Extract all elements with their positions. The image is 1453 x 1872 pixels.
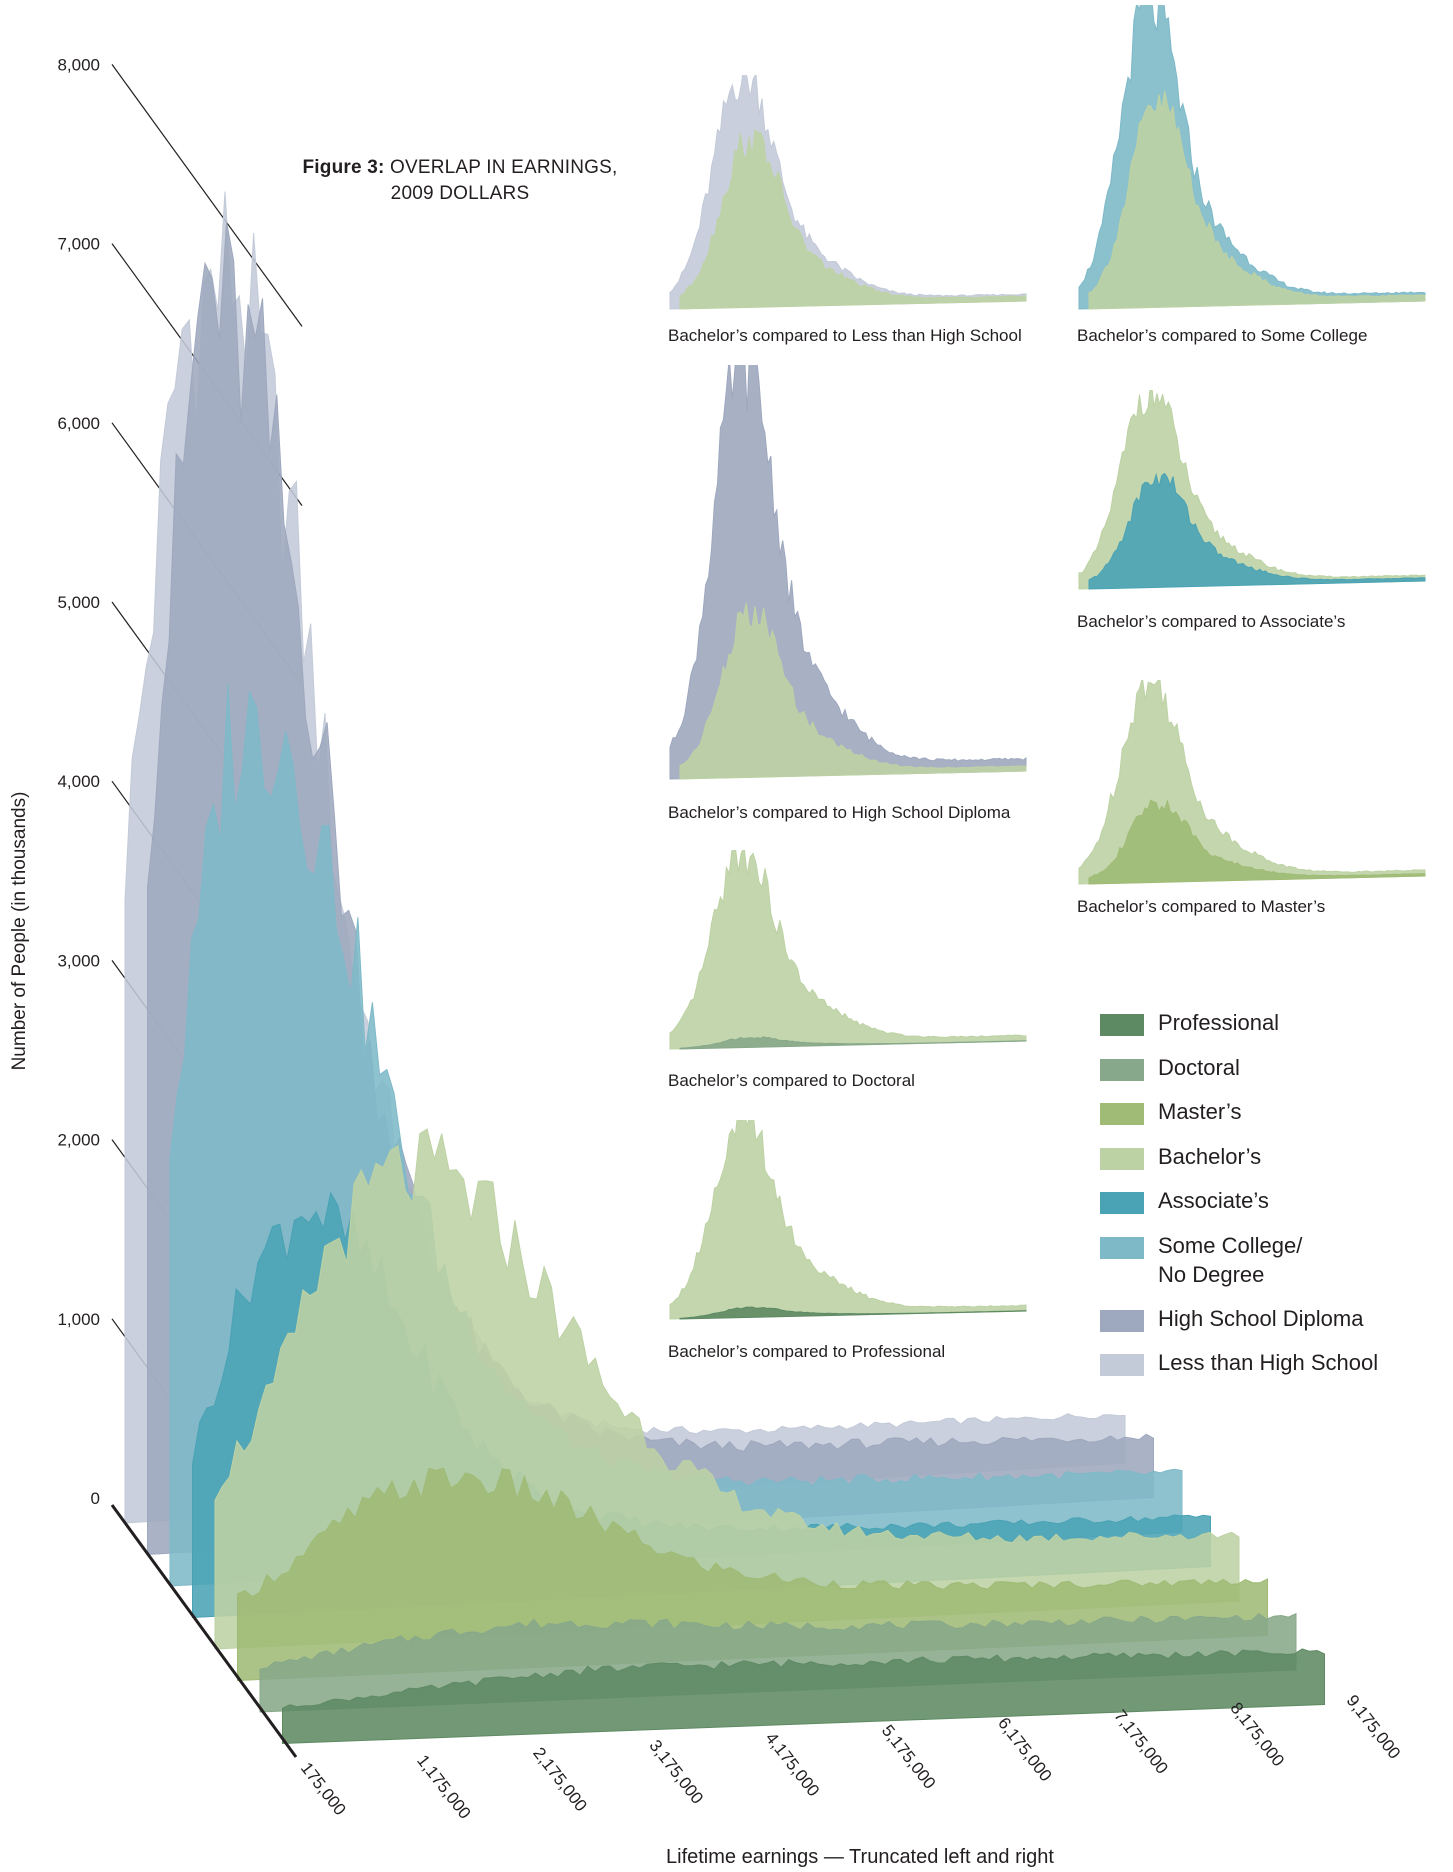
mini-chart-plot xyxy=(669,850,1027,1050)
legend-label: Associate’s xyxy=(1158,1188,1269,1213)
chart-title: Figure 3: OVERLAP IN EARNINGS, 2009 DOLL… xyxy=(250,155,670,207)
mini-back-series xyxy=(669,1120,1027,1320)
legend-item-some-college: Some College/ No Degree xyxy=(1100,1231,1430,1304)
mini-chart-plot xyxy=(1078,5,1426,310)
mini-chart-plot xyxy=(669,1120,1027,1320)
legend-swatch xyxy=(1100,1309,1144,1332)
x-tick-label: 8,175,000 xyxy=(1226,1699,1288,1770)
legend-label-line1: Some College/ xyxy=(1158,1232,1303,1258)
x-tick-label: 1,175,000 xyxy=(413,1751,475,1822)
mini-chart-plot xyxy=(669,365,1027,780)
legend-swatch xyxy=(1100,1103,1144,1125)
legend-swatch xyxy=(1100,1192,1144,1214)
y-tick-label: 5,000 xyxy=(57,593,100,612)
legend-label: Some College/ No Degree xyxy=(1158,1231,1302,1289)
x-tick-label: 9,175,000 xyxy=(1343,1691,1405,1762)
mini-chart-plot xyxy=(1078,680,1426,885)
y-tick-label: 2,000 xyxy=(57,1131,100,1150)
y-tick-label: 7,000 xyxy=(57,235,100,254)
mini-front-series xyxy=(679,602,1027,780)
mini-chart: Bachelor’s compared to High School Diplo… xyxy=(668,365,1038,827)
x-tick-label: 3,175,000 xyxy=(645,1736,707,1807)
mini-chart-label: Bachelor’s compared to Less than High Sc… xyxy=(668,326,1022,345)
legend-swatch xyxy=(1100,1058,1144,1081)
x-tick-label: 6,175,000 xyxy=(994,1714,1056,1785)
legend-label: Master’s xyxy=(1158,1099,1242,1124)
y-axis-title: Number of People (in thousands) xyxy=(9,791,30,1071)
legend-item-less-than-high-school: Less than High School xyxy=(1100,1348,1430,1393)
y-tick-label: 6,000 xyxy=(57,414,100,433)
mini-chart: Bachelor’s compared to Some College xyxy=(1077,5,1437,350)
mini-chart-label: Bachelor’s compared to Doctoral xyxy=(668,1071,915,1090)
mini-chart-label: Bachelor’s compared to High School Diplo… xyxy=(668,803,1011,822)
mini-chart-label: Bachelor’s compared to Associate’s xyxy=(1077,612,1346,631)
legend-item-doctoral: Doctoral xyxy=(1100,1053,1430,1098)
y-tick-label: 4,000 xyxy=(57,772,100,791)
x-tick-label: 2,175,000 xyxy=(529,1744,591,1815)
legend-label: Professional xyxy=(1158,1010,1280,1035)
legend-swatch xyxy=(1100,1014,1144,1036)
mini-chart: Bachelor’s compared to Master’s xyxy=(1077,680,1437,921)
legend-label-line2: No Degree xyxy=(1158,1261,1265,1287)
chart-title-line2: 2009 DOLLARS xyxy=(390,183,530,204)
depth-axis-line xyxy=(110,1504,298,1758)
y-axis-tick-labels: 0 1,000 2,000 3,000 4,000 5,000 6,000 7,000 8,00… xyxy=(57,55,100,1508)
mini-chart: Bachelor’s compared to Professional xyxy=(668,1120,1038,1366)
mini-chart: Bachelor’s compared to Doctoral xyxy=(668,850,1038,1095)
mini-chart-label: Bachelor’s compared to Professional xyxy=(668,1342,946,1361)
legend-item-bachelors: Bachelor’s xyxy=(1100,1142,1430,1187)
ridge-series-professional xyxy=(282,1648,1325,1745)
legend-swatch xyxy=(1100,1147,1144,1170)
y-leader-line xyxy=(111,64,303,327)
legend-item-professional: Professional xyxy=(1100,1008,1430,1053)
legend-item-masters: Master’s xyxy=(1100,1097,1430,1142)
legend-item-high-school-diploma: High School Diploma xyxy=(1100,1304,1430,1349)
mini-chart-label: Bachelor’s compared to Master’s xyxy=(1077,897,1326,916)
x-tick-label: 7,175,000 xyxy=(1110,1706,1172,1777)
legend-item-associates: Associate’s xyxy=(1100,1186,1430,1231)
chart-title-bold: Figure 3: xyxy=(302,157,385,178)
mini-chart-plot xyxy=(1078,390,1426,590)
mini-front-series xyxy=(1088,799,1426,885)
y-tick-label: 1,000 xyxy=(57,1310,100,1329)
legend-label: Less than High School xyxy=(1158,1350,1379,1375)
mini-front-series xyxy=(679,129,1027,310)
mini-front-series xyxy=(679,1306,1027,1320)
x-tick-label: 4,175,000 xyxy=(762,1729,824,1800)
legend-label: High School Diploma xyxy=(1158,1305,1364,1331)
chart-title-line1: OVERLAP IN EARNINGS, xyxy=(390,157,618,178)
legend-label: Doctoral xyxy=(1158,1054,1240,1080)
mini-front-series xyxy=(1088,90,1426,310)
y-tick-label: 8,000 xyxy=(57,55,100,74)
mini-chart: Bachelor’s compared to Less than High Sc… xyxy=(668,75,1038,350)
mini-chart-plot xyxy=(669,75,1027,310)
mini-front-series xyxy=(1088,472,1426,590)
y-tick-label: 0 xyxy=(91,1489,100,1508)
legend-swatch xyxy=(1100,1236,1144,1259)
legend-swatch xyxy=(1100,1354,1144,1376)
mini-chart-label: Bachelor’s compared to Some College xyxy=(1077,326,1368,345)
mini-back-series xyxy=(669,850,1027,1050)
legend: Professional Doctoral Master’s Bachelor’… xyxy=(1100,1008,1430,1393)
mini-chart: Bachelor’s compared to Associate’s xyxy=(1077,390,1437,636)
x-tick-label: 175,000 xyxy=(297,1759,350,1819)
mini-front-series xyxy=(679,1036,1027,1050)
ridge-series xyxy=(124,191,1325,1745)
x-tick-label: 5,175,000 xyxy=(878,1721,940,1792)
y-tick-label: 3,000 xyxy=(57,951,100,970)
x-axis-title: Lifetime earnings — Truncated left and r… xyxy=(666,1846,1054,1868)
legend-label: Bachelor’s xyxy=(1158,1143,1262,1169)
